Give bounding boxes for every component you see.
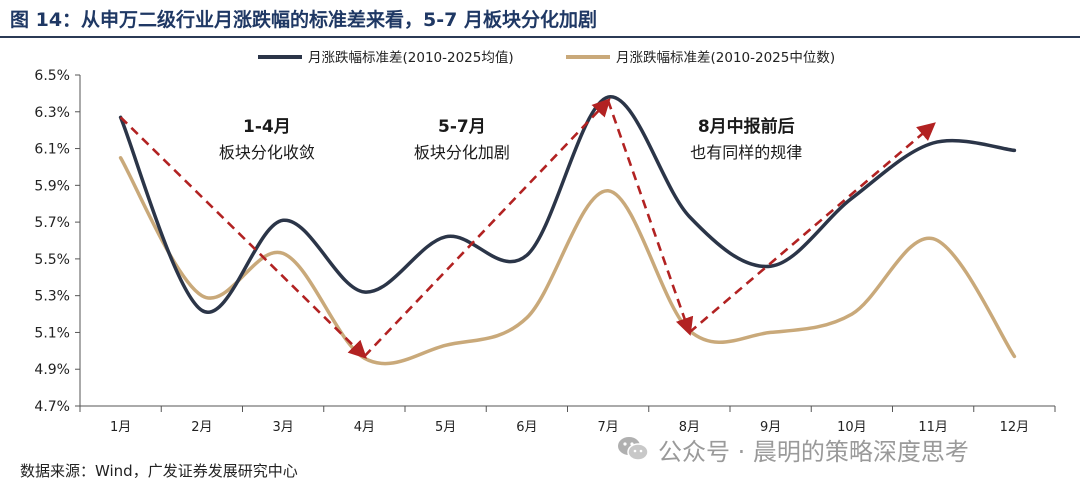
y-tick-label: 5.7%: [34, 215, 70, 231]
x-tick-label: 4月: [354, 420, 375, 435]
y-tick-label: 6.5%: [34, 68, 70, 84]
x-tick-label: 2月: [191, 420, 212, 435]
trend-arrow-3: [606, 100, 694, 336]
x-tick-label: 6月: [516, 420, 537, 435]
x-tick-label: 9月: [760, 420, 781, 435]
trend-arrow-1: [119, 116, 367, 359]
line-chart: 6.5% 6.3% 6.1% 5.9% 5.7% 5.5% 5.3% 5.1% 4.9% 4.7%…: [34, 50, 1056, 435]
annotation-3-line-1: 8月中报前后: [698, 116, 795, 137]
y-tick-label: 5.9%: [34, 178, 70, 194]
x-tick-label: 10月: [837, 420, 867, 435]
annotation-3-line-2: 也有同样的规律: [690, 143, 802, 162]
y-tick-label: 5.5%: [34, 252, 70, 268]
title-bar: 图 14：从申万二级行业月涨跌幅的标准差来看，5-7 月板块分化加剧: [0, 0, 1080, 38]
annotation-2-line-1: 5-7月: [438, 117, 486, 137]
watermark: 公众号 · 晨明的策略深度思考: [616, 432, 969, 466]
y-tick-label: 6.3%: [34, 105, 70, 121]
trend-arrow-2: [363, 98, 611, 358]
x-tick-label: 7月: [597, 420, 618, 435]
wechat-icon: [618, 437, 649, 461]
y-tick-label: 5.3%: [34, 289, 70, 305]
y-tick-label: 4.9%: [34, 362, 70, 378]
annotation-1-line-2: 板块分化收敛: [219, 143, 315, 162]
x-tick-label: 5月: [435, 420, 456, 435]
source-note: 数据来源：Wind，广发证券发展研究中心: [20, 462, 298, 480]
series-line-mean: [118, 95, 1017, 314]
x-tick-label: 8月: [679, 420, 700, 435]
series-line-median: [118, 156, 1017, 366]
x-tick-label: 11月: [918, 420, 948, 435]
legend-mean-label: 月涨跌幅标准差(2010-2025均值): [308, 50, 514, 66]
watermark-text: 公众号 · 晨明的策略深度思考: [658, 437, 969, 466]
annotation-2-line-2: 板块分化加剧: [414, 143, 510, 162]
annotation-1-line-1: 1-4月: [243, 117, 291, 137]
legend-median-label: 月涨跌幅标准差(2010-2025中位数): [616, 50, 835, 66]
x-tick-label: 1月: [110, 420, 131, 435]
y-tick-label: 5.1%: [34, 325, 70, 341]
trend-arrow-4: [688, 122, 936, 334]
x-tick-label: 12月: [1000, 420, 1030, 435]
figure-title: 图 14：从申万二级行业月涨跌幅的标准差来看，5-7 月板块分化加剧: [10, 9, 597, 31]
y-tick-label: 4.7%: [34, 399, 70, 415]
y-tick-label: 6.1%: [34, 142, 70, 158]
x-tick-label: 3月: [272, 420, 293, 435]
